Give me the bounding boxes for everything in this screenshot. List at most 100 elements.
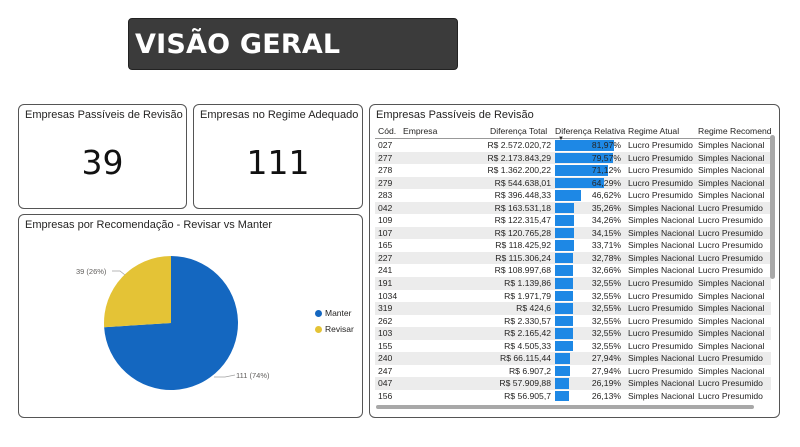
kpi-title: Empresas Passíveis de Revisão <box>25 109 183 121</box>
cell-diferenca-relativa: 32,55% <box>555 302 621 315</box>
cell-regime-atual: Lucro Presumido <box>628 315 693 326</box>
sort-desc-icon[interactable]: ▼ <box>558 136 564 142</box>
data-bar-label: 71,12% <box>591 165 621 176</box>
kpi-card-regime-adequado[interactable]: Empresas no Regime Adequado 111 <box>193 104 363 209</box>
cell-diferenca-relativa: 26,13% <box>555 390 621 403</box>
vertical-scrollbar[interactable] <box>770 135 775 279</box>
data-bar <box>555 303 573 314</box>
data-bar <box>555 190 581 201</box>
cell-cod: 156 <box>378 390 393 401</box>
column-header-cod[interactable]: Cód. <box>378 126 397 136</box>
pie-slice-revisar[interactable] <box>103 256 171 328</box>
cell-regime-atual: Lucro Presumido <box>628 365 693 376</box>
cell-regime-recomendado: Lucro Presumido <box>698 265 763 276</box>
table-row[interactable]: 103 R$ 2.165,42 32,55% Lucro Presumido Simpl… <box>375 327 771 340</box>
cell-cod: 191 <box>378 278 393 289</box>
table-row[interactable]: 241 R$ 108.997,68 32,66% Simples Nacional Lu… <box>375 264 771 277</box>
data-table[interactable]: Cód. Empresa Diferença Total Diferença R… <box>375 123 771 406</box>
cell-regime-atual: Simples Nacional <box>628 240 695 251</box>
data-bar-label: 27,94% <box>591 353 621 364</box>
kpi-card-revisao[interactable]: Empresas Passíveis de Revisão 39 <box>18 104 187 209</box>
page-title-banner: VISÃO GERAL <box>128 18 458 70</box>
cell-diferenca-relativa: 81,97% <box>555 139 621 152</box>
legend-marker <box>315 309 322 317</box>
table-row[interactable]: 165 R$ 118.425,92 33,71% Simples Nacional Lu… <box>375 239 771 252</box>
column-header-regime-recomendado[interactable]: Regime Recomendado <box>698 126 771 136</box>
pie-chart[interactable] <box>19 215 364 419</box>
cell-diferenca-total: R$ 396.448,33 <box>494 190 551 201</box>
cell-regime-atual: Simples Nacional <box>628 390 695 401</box>
legend-marker <box>315 325 322 333</box>
data-bar <box>555 140 615 151</box>
cell-diferenca-total: R$ 108.997,68 <box>494 265 551 276</box>
cell-regime-recomendado: Simples Nacional <box>698 340 765 351</box>
cell-diferenca-relativa: 33,71% <box>555 239 621 252</box>
table-row[interactable]: 227 R$ 115.306,24 32,78% Simples Nacional Lu… <box>375 251 771 265</box>
cell-regime-atual: Simples Nacional <box>628 353 695 364</box>
cell-cod: 319 <box>378 303 393 314</box>
cell-diferenca-relativa: 71,12% <box>555 164 621 177</box>
table-title: Empresas Passíveis de Revisão <box>376 109 534 121</box>
legend-item-manter[interactable]: Manter <box>315 308 354 318</box>
cell-cod: 277 <box>378 152 393 163</box>
table-row[interactable]: 107 R$ 120.765,28 34,15% Simples Nacional Lu… <box>375 226 771 240</box>
pie-chart-card[interactable]: Empresas por Recomendação - Revisar vs M… <box>18 214 363 418</box>
data-bar <box>555 165 609 176</box>
table-row[interactable]: 042 R$ 163.531,18 35,26% Simples Nacional Lu… <box>375 201 771 215</box>
cell-regime-recomendado: Lucro Presumido <box>698 240 763 251</box>
data-bar-label: 35,26% <box>591 202 621 213</box>
table-row[interactable]: 155 R$ 4.505,33 32,55% Lucro Presumido Simpl… <box>375 340 771 353</box>
table-row[interactable]: 283 R$ 396.448,33 46,62% Lucro Presumido Sim… <box>375 189 771 202</box>
table-row[interactable]: 1034 R$ 1.971,79 32,55% Lucro Presumido Simp… <box>375 290 771 303</box>
cell-diferenca-relativa: 79,57% <box>555 152 621 165</box>
data-bar <box>555 278 573 289</box>
cell-regime-recomendado: Lucro Presumido <box>698 215 763 226</box>
table-row[interactable]: 191 R$ 1.139,86 32,55% Lucro Presumido Simpl… <box>375 277 771 290</box>
legend-item-revisar[interactable]: Revisar <box>315 324 354 334</box>
legend-label: Revisar <box>325 324 354 334</box>
cell-regime-atual: Simples Nacional <box>628 215 695 226</box>
table-row[interactable]: 279 R$ 544.638,01 64,29% Lucro Presumido Sim… <box>375 176 771 190</box>
cell-regime-atual: Simples Nacional <box>628 378 695 389</box>
data-bar <box>555 265 573 276</box>
cell-cod: 278 <box>378 165 393 176</box>
cell-regime-recomendado: Simples Nacional <box>698 278 765 289</box>
column-header-empresa[interactable]: Empresa <box>403 126 438 136</box>
data-bar-label: 34,15% <box>591 227 621 238</box>
cell-regime-atual: Lucro Presumido <box>628 152 693 163</box>
cell-cod: 1034 <box>378 290 398 301</box>
cell-regime-recomendado: Simples Nacional <box>698 303 765 314</box>
column-header-regime-atual[interactable]: Regime Atual <box>628 126 680 136</box>
cell-regime-atual: Lucro Presumido <box>628 177 693 188</box>
data-bar <box>555 390 570 402</box>
table-row[interactable]: 262 R$ 2.330,57 32,55% Lucro Presumido Simpl… <box>375 315 771 328</box>
table-row[interactable]: 240 R$ 66.115,44 27,94% Simples Nacional Luc… <box>375 352 771 365</box>
data-bar <box>555 252 574 264</box>
horizontal-scrollbar[interactable] <box>376 405 754 409</box>
cell-cod: 241 <box>378 265 393 276</box>
column-header-diferenca-relativa[interactable]: Diferença Relativa <box>555 126 626 136</box>
table-row[interactable]: 109 R$ 122.315,47 34,26% Simples Nacional Lu… <box>375 214 771 227</box>
table-row[interactable]: 027 R$ 2.572.020,72 81,97% Lucro Presumido S… <box>375 139 771 152</box>
cell-diferenca-total: R$ 163.531,18 <box>494 202 551 213</box>
chart-legend: Manter Revisar <box>315 308 354 340</box>
cell-regime-atual: Simples Nacional <box>628 252 695 263</box>
pie-slice-manter[interactable] <box>104 256 239 390</box>
table-row[interactable]: 156 R$ 56.905,7 26,13% Simples Nacional Lucr… <box>375 390 771 403</box>
cell-cod: 262 <box>378 315 393 326</box>
column-header-diferenca-total[interactable]: Diferença Total <box>490 126 548 136</box>
data-bar-label: 64,29% <box>591 177 621 188</box>
cell-regime-recomendado: Lucro Presumido <box>698 202 763 213</box>
table-row[interactable]: 247 R$ 6.907,2 27,94% Lucro Presumido Simple… <box>375 365 771 378</box>
cell-regime-atual: Lucro Presumido <box>628 290 693 301</box>
table-row[interactable]: 047 R$ 57.909,88 26,19% Simples Nacional Luc… <box>375 377 771 390</box>
table-card[interactable]: Empresas Passíveis de Revisão Cód. Empre… <box>369 104 780 418</box>
cell-diferenca-total: R$ 2.330,57 <box>504 315 551 326</box>
table-row[interactable]: 278 R$ 1.362.200,22 71,12% Lucro Presumido S… <box>375 164 771 177</box>
cell-regime-atual: Simples Nacional <box>628 227 695 238</box>
cell-regime-atual: Lucro Presumido <box>628 328 693 339</box>
cell-diferenca-relativa: 34,15% <box>555 227 621 240</box>
table-row[interactable]: 319 R$ 424,6 32,55% Lucro Presumido Simples … <box>375 302 771 315</box>
table-row[interactable]: 277 R$ 2.173.843,29 79,57% Lucro Presumido S… <box>375 151 771 165</box>
data-label-manter: 111 (74%) <box>236 371 270 380</box>
